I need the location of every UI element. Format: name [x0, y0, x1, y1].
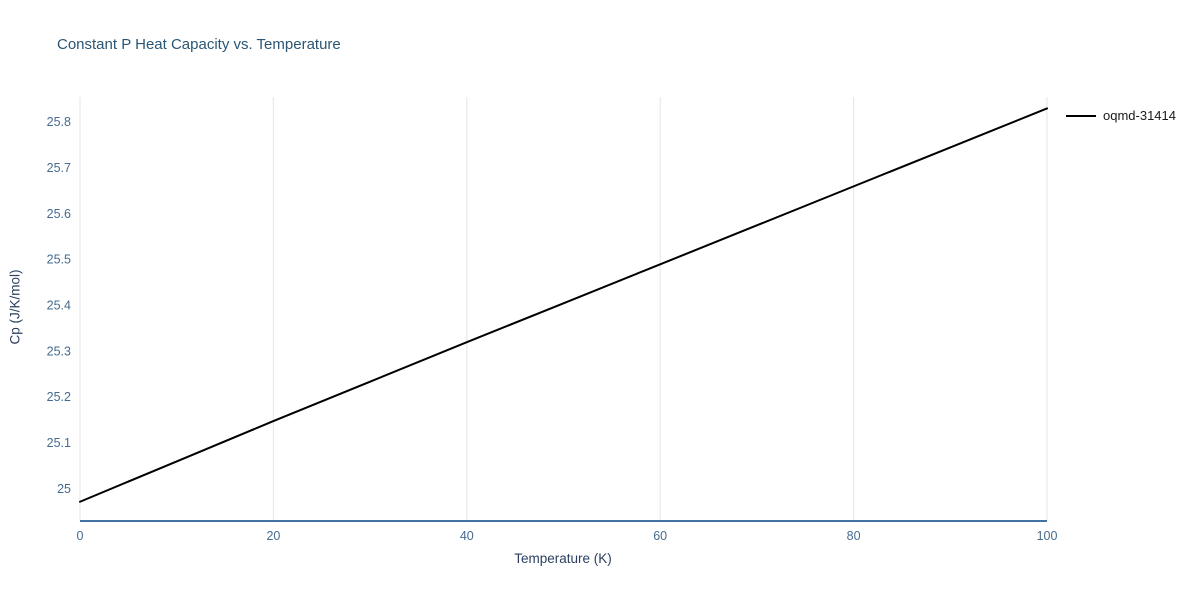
legend-item[interactable]: oqmd-31414 [1066, 108, 1176, 123]
y-tick-label: 25.8 [47, 115, 71, 129]
x-tick-label: 20 [266, 529, 280, 543]
y-axis-label: Cp (J/K/mol) [7, 269, 23, 345]
y-tick-label: 25.6 [47, 207, 71, 221]
y-tick-label: 25.4 [47, 299, 71, 313]
y-tick-label: 25 [57, 482, 71, 496]
x-tick-label: 0 [77, 529, 84, 543]
y-tick-label: 25.3 [47, 344, 71, 358]
y-tick-label: 25.7 [47, 161, 71, 175]
y-tick-label: 25.2 [47, 390, 71, 404]
x-tick-label: 100 [1037, 529, 1058, 543]
data-line [79, 107, 1048, 503]
chart-title: Constant P Heat Capacity vs. Temperature [57, 36, 341, 53]
y-tick-label: 25.5 [47, 253, 71, 267]
y-tick-label: 25.1 [47, 436, 71, 450]
x-axis-label: Temperature (K) [514, 551, 612, 566]
legend-label: oqmd-31414 [1103, 108, 1176, 123]
legend-line-sample-icon [1066, 114, 1096, 117]
x-tick-label: 60 [653, 529, 667, 543]
x-tick-label: 80 [847, 529, 861, 543]
x-tick-label: 40 [460, 529, 474, 543]
